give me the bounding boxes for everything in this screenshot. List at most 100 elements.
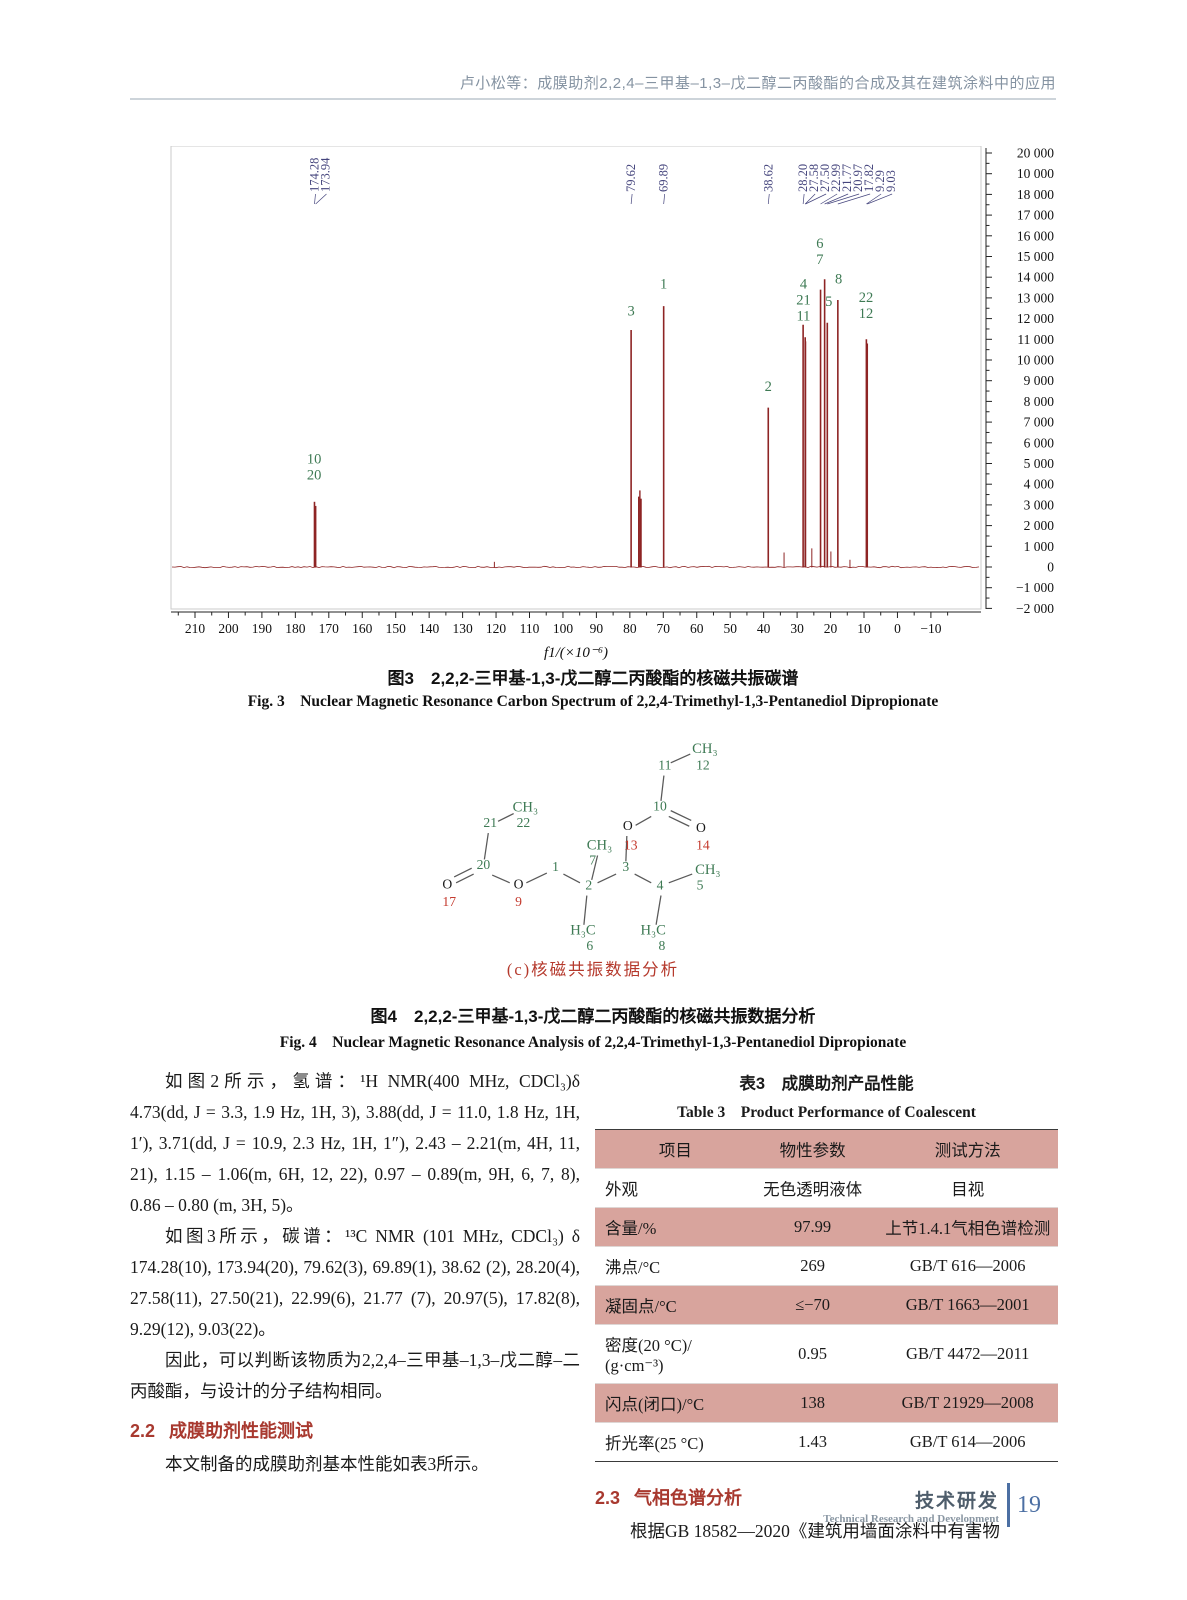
table-row: 闪点(闭口)/°C 138 GB/T 21929—2008 xyxy=(595,1384,1058,1423)
table-row: 沸点/°C 269 GB/T 616—2006 xyxy=(595,1247,1058,1286)
svg-text:20: 20 xyxy=(824,621,838,636)
svg-text:11 000: 11 000 xyxy=(1017,332,1054,347)
svg-text:21: 21 xyxy=(796,293,811,309)
atom-label-label-6: 6 xyxy=(586,938,593,953)
running-header: 卢小松等：成膜助剂2,2,4–三甲基–1,3–戊二醇二丙酸酯的合成及其在建筑涂料… xyxy=(130,72,1056,93)
svg-text:0: 0 xyxy=(894,621,901,636)
svg-text:180: 180 xyxy=(285,621,306,636)
table-header: 项目 物性参数 测试方法 xyxy=(595,1130,1058,1169)
footer-section-cn: 技术研发 xyxy=(823,1486,999,1513)
product-performance-table: 项目 物性参数 测试方法 外观 无色透明液体 目视 含量/% 97.99 上节1.4.1气相色… xyxy=(595,1129,1058,1462)
section-number: 2.2 xyxy=(130,1421,155,1441)
svg-text:210: 210 xyxy=(185,621,206,636)
atom-label-carbon-2: 2 xyxy=(585,878,592,893)
svg-text:140: 140 xyxy=(419,621,440,636)
svg-text:6 000: 6 000 xyxy=(1024,435,1055,450)
svg-text:7: 7 xyxy=(816,252,823,268)
svg-text:190: 190 xyxy=(252,621,273,636)
table-cell: 外观 xyxy=(595,1169,748,1208)
svg-text:1 000: 1 000 xyxy=(1024,539,1055,554)
table-cell: 0.95 xyxy=(748,1325,878,1384)
molecular-structure-figure: CH₃ 11 12 10 O O 13 14 CH₃ 21 22 20 O 17 O 9 1 CH₃ 7 2 3 4 CH₃… xyxy=(420,716,740,956)
figure4-caption-cn: 图4 2,2,2-三甲基-1,3-戊二醇二丙酸酯的核磁共振数据分析 xyxy=(130,1002,1056,1027)
table3-title-cn: 表3 成膜助剂产品性能 xyxy=(595,1070,1058,1094)
section-heading-2-2: 2.2 成膜助剂性能测试 xyxy=(130,1417,580,1443)
svg-text:15 000: 15 000 xyxy=(1017,249,1054,264)
atom-label-carbon-22: 22 xyxy=(517,815,531,830)
table-row: 含量/% 97.99 上节1.4.1气相色谱检测 xyxy=(595,1208,1058,1247)
svg-text:173.94: 173.94 xyxy=(318,157,332,192)
svg-text:80: 80 xyxy=(623,621,637,636)
svg-text:38.62: 38.62 xyxy=(761,164,775,192)
svg-text:90: 90 xyxy=(590,621,604,636)
table-cell: ≤−70 xyxy=(748,1286,878,1325)
figure4-caption-en: Fig. 4 Nuclear Magnetic Resonance Analys… xyxy=(130,1030,1056,1052)
svg-text:12: 12 xyxy=(859,306,874,322)
svg-text:2: 2 xyxy=(765,379,772,395)
atom-label-oxygen-9: O xyxy=(514,877,524,892)
svg-text:10 000: 10 000 xyxy=(1017,353,1054,368)
table-cell: 138 xyxy=(748,1384,878,1423)
molecular-structure-diagram: CH₃11 1210O O13 14CH₃21 2220O17O91CH₃7234CH₃… xyxy=(420,716,740,956)
paragraph-conclusion: 因此，可以判断该物质为2,2,4–三甲基–1,3–戊二醇–二丙酸酯，与设计的分子… xyxy=(130,1345,580,1407)
atom-label-label-5: 5 xyxy=(697,878,704,893)
atom-label-oxygen-17: O xyxy=(442,877,452,892)
svg-text:6: 6 xyxy=(816,236,823,252)
svg-text:−1 000: −1 000 xyxy=(1016,580,1054,595)
paragraph-table-ref: 本文制备的成膜助剂基本性能如表3所示。 xyxy=(130,1449,580,1480)
column-header: 测试方法 xyxy=(877,1130,1058,1169)
svg-text:10 000: 10 000 xyxy=(1017,166,1054,181)
journal-page: 卢小松等：成膜助剂2,2,4–三甲基–1,3–戊二醇二丙酸酯的合成及其在建筑涂料… xyxy=(0,0,1187,1600)
svg-text:60: 60 xyxy=(690,621,704,636)
svg-text:150: 150 xyxy=(386,621,407,636)
footer-section-en: Technical Research and Development xyxy=(823,1513,999,1525)
table-cell: 密度(20 °C)/ (g·cm⁻³) xyxy=(595,1325,748,1384)
svg-text:22: 22 xyxy=(859,290,874,306)
table-cell: 269 xyxy=(748,1247,878,1286)
svg-text:18 000: 18 000 xyxy=(1017,187,1054,202)
svg-text:79.62: 79.62 xyxy=(624,164,638,192)
table-row: 折光率(25 °C) 1.43 GB/T 614—2006 xyxy=(595,1423,1058,1462)
left-column: 如图2所示，氢谱：¹H NMR(400 MHz, CDCl₃)δ 4.73(dd… xyxy=(130,1066,580,1480)
svg-text:4: 4 xyxy=(800,277,808,293)
svg-text:9 000: 9 000 xyxy=(1024,373,1055,388)
atom-label-methyl-6: H₃C xyxy=(570,923,595,939)
table-cell: GB/T 4472—2011 xyxy=(877,1325,1058,1384)
header-divider xyxy=(130,98,1056,100)
svg-text:160: 160 xyxy=(352,621,373,636)
table-cell: 含量/% xyxy=(595,1208,748,1247)
svg-text:200: 200 xyxy=(218,621,239,636)
table-cell: GB/T 616—2006 xyxy=(877,1247,1058,1286)
table-cell: 1.43 xyxy=(748,1423,878,1462)
svg-text:7 000: 7 000 xyxy=(1024,415,1055,430)
svg-text:−10: −10 xyxy=(920,621,941,636)
atom-label-label-7: 7 xyxy=(589,852,596,867)
atom-label-oxygen-14: O xyxy=(696,820,706,835)
atom-label-label-17: 17 xyxy=(442,894,456,909)
svg-text:5: 5 xyxy=(825,294,832,310)
table-cell: GB/T 1663—2001 xyxy=(877,1286,1058,1325)
svg-text:14 000: 14 000 xyxy=(1017,270,1054,285)
svg-text:10: 10 xyxy=(857,621,871,636)
table-cell: GB/T 614—2006 xyxy=(877,1423,1058,1462)
svg-text:1: 1 xyxy=(660,277,667,293)
svg-text:40: 40 xyxy=(757,621,771,636)
atom-label-carbon-4: 4 xyxy=(657,878,664,893)
svg-text:130: 130 xyxy=(452,621,473,636)
atom-label-carbon-3: 3 xyxy=(622,859,629,874)
svg-text:4 000: 4 000 xyxy=(1024,477,1055,492)
section-number: 2.3 xyxy=(595,1488,620,1508)
table-row: 凝固点/°C ≤−70 GB/T 1663—2001 xyxy=(595,1286,1058,1325)
atom-label-label-8: 8 xyxy=(659,938,666,953)
atom-label-carbon-10: 10 xyxy=(653,799,667,814)
atom-label-carbon-11: 11 xyxy=(658,758,671,773)
svg-text:20: 20 xyxy=(307,468,322,484)
paragraph-h-nmr: 如图2所示，氢谱：¹H NMR(400 MHz, CDCl₃)δ 4.73(dd… xyxy=(130,1066,580,1221)
svg-text:11: 11 xyxy=(796,309,810,325)
svg-text:12 000: 12 000 xyxy=(1017,311,1054,326)
svg-text:3: 3 xyxy=(627,303,634,319)
svg-text:120: 120 xyxy=(486,621,507,636)
svg-text:13 000: 13 000 xyxy=(1017,290,1054,305)
table-cell: 沸点/°C xyxy=(595,1247,748,1286)
table-cell: 目视 xyxy=(877,1169,1058,1208)
